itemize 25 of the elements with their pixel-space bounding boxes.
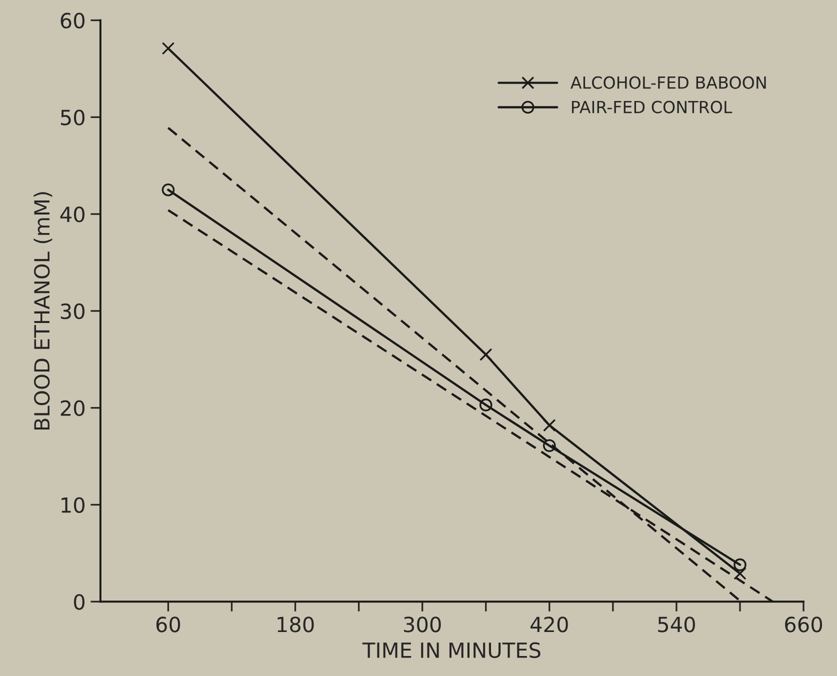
x-tick-label: 660 xyxy=(785,616,822,632)
y-tick-label: 20 xyxy=(60,400,84,416)
point xyxy=(543,418,556,432)
point xyxy=(734,567,746,580)
y-tick-label: 30 xyxy=(60,303,84,320)
x-tick-label: 60 xyxy=(156,616,180,632)
point xyxy=(162,42,175,55)
point xyxy=(162,183,175,196)
x-axis-title: TIME IN MINUTES xyxy=(362,642,540,658)
y-tick-label: 40 xyxy=(60,206,84,222)
legend-label: PAIR-FED CONTROL xyxy=(572,100,732,114)
y-tick-label: 60 xyxy=(60,12,84,28)
x-tick-label: 540 xyxy=(658,616,695,632)
y-tick-label: 10 xyxy=(62,497,84,513)
point xyxy=(479,348,492,361)
y-tick-label: 0 xyxy=(74,594,84,610)
y-axis-title: BLOOD ETHANOL (mM) xyxy=(34,192,52,430)
legend-label: ALCOHOL-FED BABOON xyxy=(570,76,766,89)
x-tick-label: 300 xyxy=(404,616,441,632)
y-tick-label: 50 xyxy=(60,110,84,126)
point xyxy=(479,398,492,412)
point xyxy=(734,558,746,572)
point xyxy=(543,439,556,452)
x-tick-label: 180 xyxy=(278,616,314,632)
x-tick-label: 420 xyxy=(530,616,568,632)
